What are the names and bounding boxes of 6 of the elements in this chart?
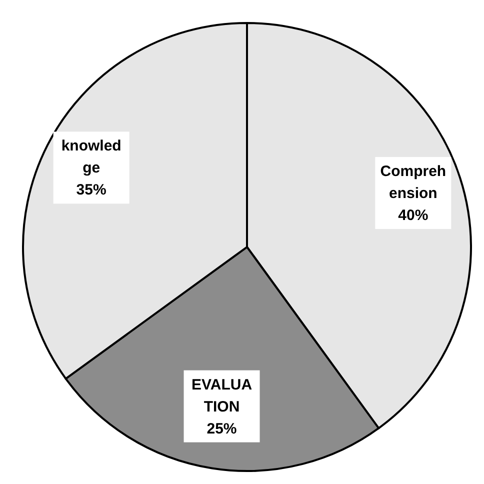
slice-label: Comprehension: [380, 163, 446, 202]
data-label: 35%: [76, 182, 106, 199]
slice-label: knowledge: [61, 138, 122, 177]
data-label: 40%: [398, 207, 428, 224]
slice-label: EVALUATION: [191, 376, 252, 416]
data-label: 25%: [206, 420, 237, 438]
